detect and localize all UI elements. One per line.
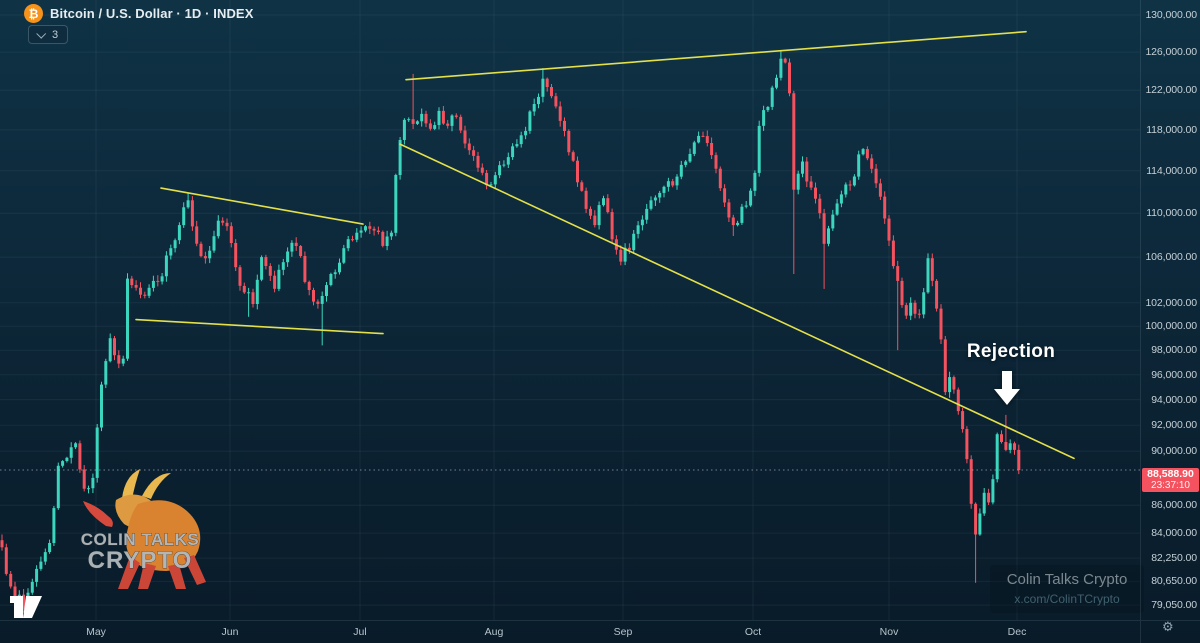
logo-text-line1: COLIN TALKS bbox=[81, 530, 200, 549]
indicators-collapse-chip[interactable]: 3 bbox=[28, 25, 69, 44]
credit-handle: x.com/ColinTCrypto bbox=[1014, 592, 1120, 606]
trendline-drawings[interactable] bbox=[135, 30, 1075, 460]
may-jun-channel-lower[interactable] bbox=[135, 318, 384, 335]
price-tick-label: 130,000.00 bbox=[1145, 9, 1197, 21]
price-tick-label: 106,000.00 bbox=[1145, 251, 1197, 263]
countdown-timer: 23:37:10 bbox=[1151, 480, 1190, 491]
descending-resistance[interactable] bbox=[399, 143, 1075, 460]
price-tick-label: 98,000.00 bbox=[1151, 344, 1197, 356]
price-tick-label: 118,000.00 bbox=[1146, 124, 1197, 136]
price-tick-label: 84,000.00 bbox=[1151, 527, 1197, 539]
credit-name: Colin Talks Crypto bbox=[1006, 571, 1128, 588]
symbol-legend[interactable]: ₿ Bitcoin / U.S. Dollar · 1D · INDEX bbox=[24, 4, 253, 23]
may-jun-channel-upper[interactable] bbox=[160, 187, 364, 225]
ascending-resistance[interactable] bbox=[405, 30, 1027, 81]
price-tick-label: 79,050.00 bbox=[1151, 599, 1197, 611]
price-tick-label: 100,000.00 bbox=[1145, 320, 1197, 332]
time-tick-label: May bbox=[86, 626, 106, 638]
price-tick-label: 86,000.00 bbox=[1151, 499, 1197, 511]
price-scale[interactable]: 88,588.90 23:37:10 130,000.00 126,000.00 1… bbox=[1140, 0, 1200, 620]
candlestick-series bbox=[0, 51, 1021, 615]
price-tick-label: 110,000.00 bbox=[1146, 207, 1197, 219]
price-tick-label: 92,000.00 bbox=[1151, 419, 1197, 431]
bitcoin-icon: ₿ bbox=[24, 4, 43, 23]
grid-lines bbox=[0, 0, 1140, 620]
time-tick-label: Sep bbox=[613, 626, 633, 638]
time-tick-label: Nov bbox=[879, 626, 899, 638]
axis-corner bbox=[1140, 620, 1200, 643]
indicator-count: 3 bbox=[52, 28, 59, 41]
price-tick-label: 96,000.00 bbox=[1151, 369, 1197, 381]
price-tick-label: 80,650.00 bbox=[1151, 575, 1197, 587]
rejection-annotation-label[interactable]: Rejection bbox=[966, 341, 1056, 362]
chart-canvas[interactable] bbox=[0, 0, 1140, 620]
last-price: 88,588.90 bbox=[1147, 468, 1194, 480]
price-tick-label: 90,000.00 bbox=[1151, 445, 1197, 457]
price-tick-label: 94,000.00 bbox=[1151, 394, 1197, 406]
tradingview-logo[interactable] bbox=[10, 596, 42, 618]
bitcoin-glyph: ₿ bbox=[28, 6, 39, 21]
price-tick-label: 126,000.00 bbox=[1145, 46, 1197, 58]
price-tick-label: 102,000.00 bbox=[1145, 297, 1197, 309]
chevron-down-icon bbox=[36, 28, 47, 39]
price-tick-label: 122,000.00 bbox=[1145, 84, 1197, 96]
time-tick-label: Oct bbox=[744, 626, 762, 638]
colin-talks-crypto-logo: COLIN TALKS CRYPTO bbox=[80, 469, 206, 589]
time-tick-label: Jul bbox=[353, 626, 367, 638]
price-tick-label: 114,000.00 bbox=[1146, 165, 1197, 177]
bull-icon bbox=[83, 469, 206, 589]
credit-watermark: Colin Talks Crypto x.com/ColinTCrypto bbox=[990, 565, 1144, 613]
settings-gear-icon[interactable]: ⚙ bbox=[1162, 620, 1174, 635]
down-arrow-icon bbox=[994, 371, 1020, 405]
current-price-badge: 88,588.90 23:37:10 bbox=[1142, 468, 1199, 492]
time-tick-label: Jun bbox=[221, 626, 239, 638]
time-scale[interactable]: May Jun Jul Aug Sep Oct Nov Dec bbox=[0, 620, 1140, 643]
time-tick-label: Aug bbox=[484, 626, 504, 638]
logo-text-line2: CRYPTO bbox=[88, 547, 193, 574]
time-tick-label: Dec bbox=[1007, 626, 1027, 638]
rejection-arrow[interactable] bbox=[993, 371, 1021, 406]
price-tick-label: 82,250.00 bbox=[1151, 552, 1197, 564]
symbol-title[interactable]: Bitcoin / U.S. Dollar · 1D · INDEX bbox=[50, 6, 254, 21]
